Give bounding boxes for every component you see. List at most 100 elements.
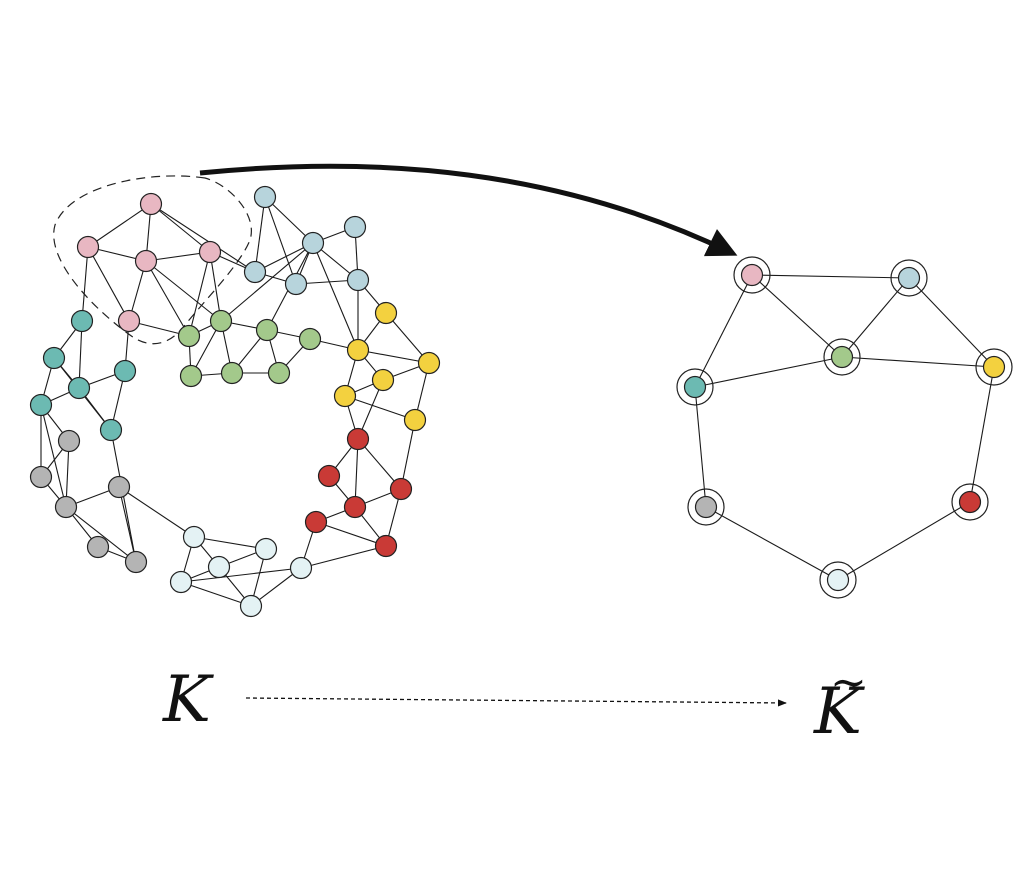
graph-k-tilde-edges (694, 274, 995, 581)
label-k-tilde-accent: ~ (830, 657, 867, 708)
graph-k-node-white (182, 525, 206, 549)
graph-k-node-gray (54, 495, 78, 519)
label-k-tilde: K (813, 675, 865, 749)
graph-k-node-yellow (403, 408, 427, 432)
graph-k-tilde-edge (694, 386, 707, 508)
graph-k-node-pink (76, 235, 100, 259)
label-arrow (245, 697, 787, 707)
graph-k-node-pink (198, 240, 222, 264)
label-k: K (162, 663, 214, 737)
graph-k-tilde-ring-lightblue (890, 259, 928, 297)
graph-k-edge (400, 419, 416, 490)
graph-k-edge (150, 203, 211, 253)
graph-k-tilde-edge (837, 501, 971, 581)
graph-k-edge (65, 506, 137, 563)
graph-k-edge (188, 251, 211, 337)
graph-k-node-white (207, 555, 231, 579)
graph-k-edge (180, 567, 302, 583)
graph-k-edge (220, 242, 314, 322)
graph-k-edge (264, 196, 297, 285)
graph-k-tilde-ring-red (951, 483, 989, 521)
graph-k-node-gray (29, 465, 53, 489)
graph-k-edge (78, 320, 83, 389)
graph-k-edge (87, 203, 152, 248)
graph-k-edge (254, 196, 266, 273)
graph-k-node-pink (134, 249, 158, 273)
graph-k-node-yellow (371, 368, 395, 392)
graph-k-node-green (298, 327, 322, 351)
graph-k-edge (315, 521, 387, 547)
graph-k-tilde-ring-yellow (975, 348, 1013, 386)
graph-k-node-gray (107, 475, 131, 499)
graph-k-tilde-edge (751, 274, 843, 358)
graph-k-edge (180, 581, 252, 607)
graph-k-tilde-node-green (830, 345, 854, 369)
graph-k-node-teal (70, 309, 94, 333)
graph-k-node-white (239, 594, 263, 618)
graph-k-node-green (179, 364, 203, 388)
graph-k-tilde-node-pink (740, 263, 764, 287)
graph-k-edge (357, 349, 430, 364)
graph-k-node-gray (57, 429, 81, 453)
graph-k-tilde-ring-white (819, 561, 857, 599)
graph-k-node-green (209, 309, 233, 333)
graph-k-tilde-node-yellow (982, 355, 1006, 379)
graph-k-tilde-ring-teal (676, 368, 714, 406)
graph-k-node-lightblue (343, 215, 367, 239)
graph-k-tilde-ring-green (823, 338, 861, 376)
graph-k-tilde-node-white (826, 568, 850, 592)
graph-k-edge (150, 203, 256, 273)
graph-k-node-gray (124, 550, 148, 574)
graph-k-node-yellow (333, 384, 357, 408)
graph-k-edge (193, 536, 267, 550)
graph-k-node-white (289, 556, 313, 580)
graph-k-node-lightblue (243, 260, 267, 284)
graph-k-node-green (177, 324, 201, 348)
graph-k-node-lightblue (284, 272, 308, 296)
graph-k-tilde-edge (694, 274, 753, 388)
graph-k-tilde-edge (694, 356, 843, 388)
graph-k-node-teal (99, 418, 123, 442)
graph-k-tilde-ring-pink (733, 256, 771, 294)
cluster-selection-outline (53, 175, 252, 345)
mapping-arrow (199, 163, 738, 257)
graph-k-node-green (255, 318, 279, 342)
graph-k-tilde-edge (908, 277, 995, 368)
graph-k-tilde-node-teal (683, 375, 707, 399)
graph-k-edge (40, 404, 67, 508)
graph-k-node-pink (139, 192, 163, 216)
graph-k-edge (145, 260, 190, 337)
graph-k-tilde-node-gray (694, 495, 718, 519)
graph-k-node-yellow (346, 338, 370, 362)
graph-k-tilde-edge (841, 277, 910, 358)
graph-k-node-white (169, 570, 193, 594)
graph-k-node-red (317, 464, 341, 488)
graph-k-tilde-edge (705, 506, 839, 581)
graph-k-node-gray (86, 535, 110, 559)
graph-k-node-teal (29, 393, 53, 417)
graph-k-edge (300, 545, 387, 569)
graph-k-node-teal (42, 346, 66, 370)
graph-k-tilde-node-lightblue (897, 266, 921, 290)
graph-k-tilde-edge (969, 366, 995, 503)
graph-k-node-red (389, 477, 413, 501)
graph-k-node-red (374, 534, 398, 558)
graph-k-node-green (267, 361, 291, 385)
graph-k-edge (209, 251, 222, 322)
graph-k-edge (354, 438, 359, 508)
graph-k-node-red (343, 495, 367, 519)
graph-k-node-pink (117, 309, 141, 333)
graph-k-edge (145, 260, 222, 322)
graph-k-edge (118, 486, 137, 563)
graph-k-tilde-edge (841, 356, 995, 368)
graph-k-tilde-edge (751, 274, 910, 279)
graph-k-node-yellow (374, 301, 398, 325)
graph-k-node-lightblue (253, 185, 277, 209)
graph-k-tilde-node-red (958, 490, 982, 514)
graph-k-node-teal (67, 376, 91, 400)
graph-k-edge (87, 246, 130, 322)
graph-k-node-red (346, 427, 370, 451)
graph-k-node-green (220, 361, 244, 385)
graph-k-node-teal (113, 359, 137, 383)
